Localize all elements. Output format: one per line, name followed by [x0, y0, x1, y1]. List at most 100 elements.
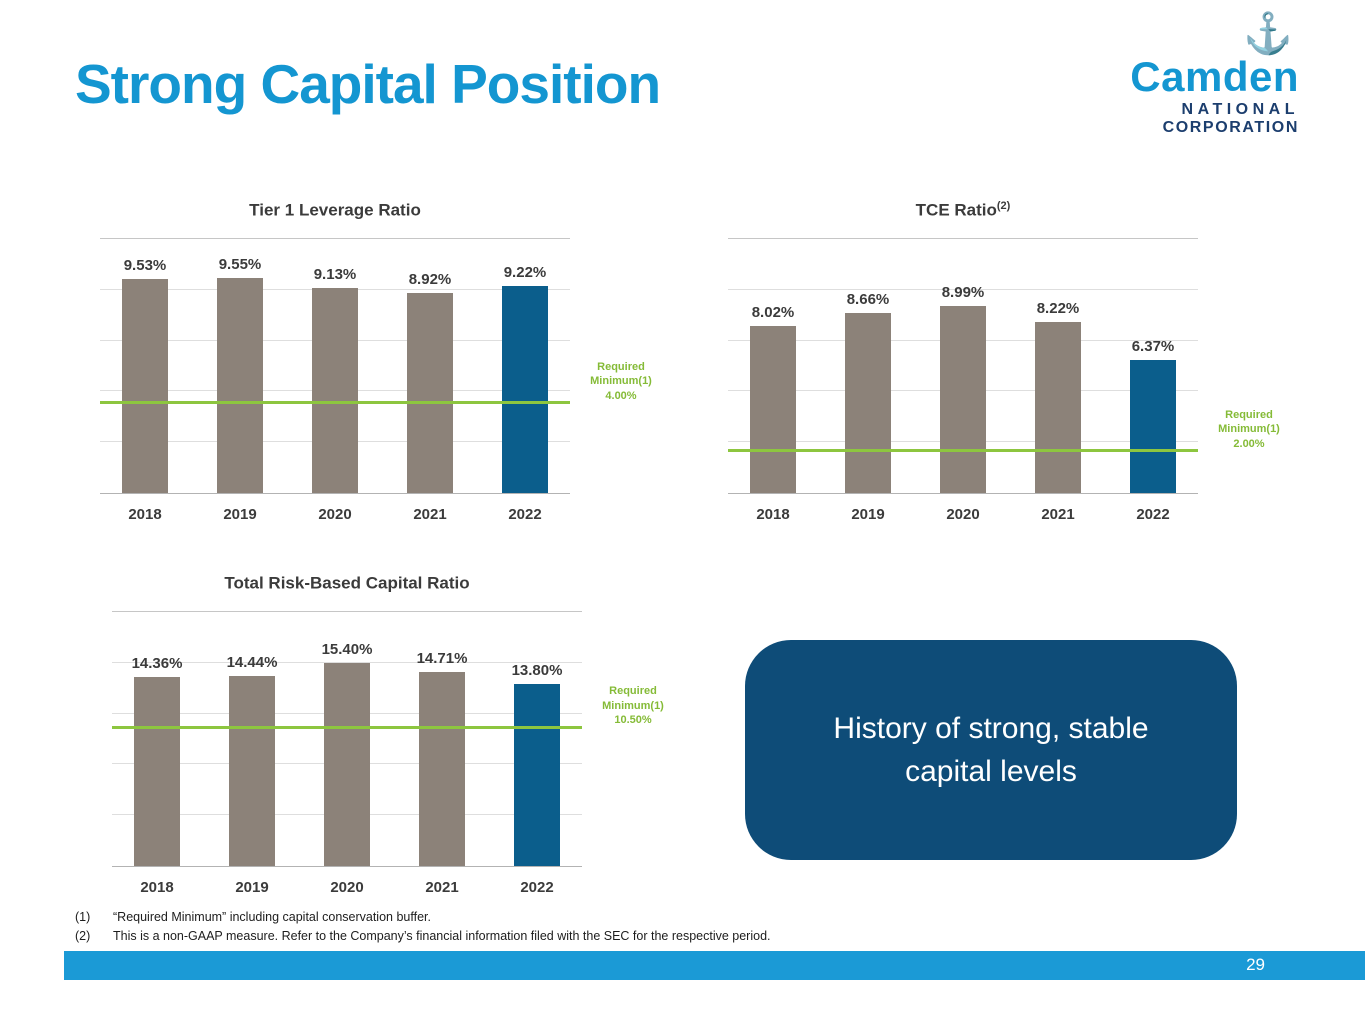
- bar-value-label: 14.44%: [226, 653, 278, 671]
- x-axis-label: 2022: [520, 879, 554, 896]
- required-minimum-label: Required Minimum(1) 4.00%: [578, 360, 664, 404]
- chart-title-text: Tier 1 Leverage Ratio: [249, 200, 421, 220]
- x-axis-label: 2022: [1136, 506, 1170, 523]
- footnote-marker: (2): [75, 928, 91, 943]
- x-axis-label: 2021: [425, 879, 459, 896]
- x-axis-label: 2019: [223, 506, 257, 523]
- bar-value-label: 8.92%: [408, 270, 452, 288]
- footnote-text: “Required Minimum” including capital con…: [113, 910, 431, 924]
- bar-value-label: 9.22%: [503, 263, 547, 281]
- bar-column: 9.22%: [502, 239, 548, 493]
- chart-title-text: TCE Ratio: [915, 200, 997, 220]
- logo-brand: Camden: [1130, 53, 1299, 100]
- x-axis-label: 2021: [1041, 506, 1075, 523]
- plot-area: 9.53% 9.55% 9.13% 8.92% 9.22% Required Minim…: [100, 238, 652, 494]
- gridline: [728, 288, 1198, 290]
- bar-column: 8.99%: [940, 239, 986, 493]
- footnote-text: This is a non-GAAP measure. Refer to the…: [113, 928, 771, 943]
- required-minimum-line: [112, 725, 582, 729]
- required-minimum-value: 2.00%: [1233, 437, 1265, 450]
- bar-2021: [407, 292, 453, 493]
- bar-2022: [502, 285, 548, 493]
- bar-column: 8.66%: [845, 239, 891, 493]
- required-minimum-line: [100, 401, 570, 405]
- required-minimum-text: Required Minimum(1): [602, 685, 664, 712]
- x-axis-label: 2018: [140, 879, 174, 896]
- bar-value-label: 9.55%: [218, 256, 262, 274]
- bar-column: 8.92%: [407, 239, 453, 493]
- x-axis-label: 2021: [413, 506, 447, 523]
- x-axis: 2018 2019 2020 2021 2022: [728, 506, 1198, 523]
- chart-title: Tier 1 Leverage Ratio: [100, 200, 570, 222]
- x-axis-label: 2020: [330, 879, 364, 896]
- bar-column: 14.44%: [226, 612, 278, 866]
- required-minimum-label: Required Minimum(1) 2.00%: [1206, 408, 1292, 452]
- x-axis: 2018 2019 2020 2021 2022: [100, 506, 570, 523]
- bars: 9.53% 9.55% 9.13% 8.92% 9.22%: [100, 239, 570, 493]
- footnote: (2) This is a non-GAAP measure. Refer to…: [75, 927, 771, 946]
- bar-column: 6.37%: [1130, 239, 1176, 493]
- bar-2022: [514, 684, 560, 866]
- x-axis-label: 2020: [318, 506, 352, 523]
- footnote: (1) “Required Minimum” including capital…: [75, 908, 771, 927]
- footnotes: (1) “Required Minimum” including capital…: [75, 908, 771, 946]
- callout-box: History of strong, stable capital levels: [745, 640, 1237, 860]
- bar-2019: [217, 278, 263, 493]
- bar-column: 8.02%: [750, 239, 796, 493]
- bar-value-label: 15.40%: [321, 641, 373, 659]
- bar-2019: [229, 675, 275, 866]
- page-title: Strong Capital Position: [75, 53, 661, 115]
- x-axis-label: 2019: [851, 506, 885, 523]
- footer-bar: 29: [64, 951, 1365, 980]
- gridline: [112, 661, 582, 663]
- bar-2020: [312, 287, 358, 493]
- logo-national: NATIONAL: [1181, 101, 1299, 119]
- bar-column: 14.71%: [416, 612, 468, 866]
- x-axis-label: 2018: [756, 506, 790, 523]
- bar-column: 9.53%: [122, 239, 168, 493]
- x-axis-label: 2020: [946, 506, 980, 523]
- chart-tce-ratio: TCE Ratio(2) 8.02% 8.66% 8.99% 8.22% 6.37% R…: [728, 200, 1293, 523]
- chart-total-risk-based-capital-ratio: Total Risk-Based Capital Ratio 14.36% 14.…: [112, 573, 677, 896]
- chart-title-superscript: (2): [996, 200, 1011, 212]
- required-minimum-value: 4.00%: [605, 389, 637, 402]
- chart-tier-1-leverage-ratio: Tier 1 Leverage Ratio 9.53% 9.55% 9.13% 8.9…: [100, 200, 665, 523]
- x-axis-label: 2018: [128, 506, 162, 523]
- chart-title: Total Risk-Based Capital Ratio: [112, 573, 582, 595]
- chart-title: TCE Ratio(2): [728, 200, 1198, 222]
- anchor-icon: ⚓: [1243, 12, 1293, 56]
- bar-2019: [845, 312, 891, 493]
- x-axis: 2018 2019 2020 2021 2022: [112, 879, 582, 896]
- bar-column: 9.13%: [312, 239, 358, 493]
- bar-column: 13.80%: [511, 612, 563, 866]
- bar-value-label: 8.22%: [1036, 299, 1080, 317]
- footnote-marker: (1): [75, 910, 91, 924]
- bar-value-label: 14.71%: [416, 650, 468, 668]
- bars: 14.36% 14.44% 15.40% 14.71% 13.80%: [112, 612, 582, 866]
- x-axis-label: 2022: [508, 506, 542, 523]
- chart-title-text: Total Risk-Based Capital Ratio: [224, 573, 470, 593]
- bar-value-label: 8.66%: [846, 290, 890, 308]
- required-minimum-value: 10.50%: [614, 714, 652, 727]
- bar-value-label: 8.99%: [941, 283, 985, 301]
- bar-value-label: 9.13%: [313, 265, 357, 283]
- bar-2018: [750, 326, 796, 493]
- required-minimum-text: Required Minimum(1): [1218, 408, 1280, 436]
- callout-text: History of strong, stable capital levels: [833, 711, 1149, 789]
- required-minimum-label: Required Minimum(1) 10.50%: [590, 684, 676, 728]
- bar-value-label: 13.80%: [511, 662, 563, 680]
- bar-2021: [1035, 321, 1081, 493]
- bar-2022: [1130, 360, 1176, 493]
- bar-2020: [940, 305, 986, 493]
- bar-column: 9.55%: [217, 239, 263, 493]
- bar-2021: [419, 672, 465, 866]
- bar-value-label: 8.02%: [751, 304, 795, 322]
- required-minimum-text: Required Minimum(1): [590, 360, 652, 388]
- bar-column: 8.22%: [1035, 239, 1081, 493]
- bar-value-label: 9.53%: [123, 256, 167, 274]
- bar-column: 14.36%: [132, 612, 182, 866]
- plot-area: 14.36% 14.44% 15.40% 14.71% 13.80% Required …: [112, 611, 664, 867]
- logo-corporation: CORPORATION: [1162, 119, 1299, 137]
- plot-area: 8.02% 8.66% 8.99% 8.22% 6.37% Required Minim…: [728, 238, 1280, 494]
